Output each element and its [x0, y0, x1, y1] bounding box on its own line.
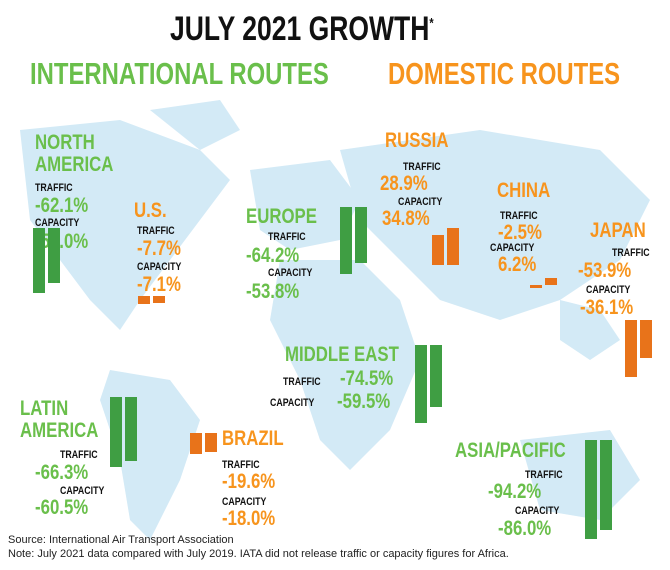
bar [110, 397, 122, 467]
traffic-value: -7.7% [137, 237, 181, 260]
region-name: JAPAN [590, 219, 646, 242]
bar [138, 296, 150, 305]
capacity-value: 6.2% [498, 253, 537, 276]
traffic-label: TRAFFIC [137, 225, 175, 237]
capacity-label: CAPACITY [137, 261, 182, 273]
capacity-value: -18.0% [222, 507, 276, 530]
title-text: JULY 2021 GROWTH [170, 10, 430, 48]
title-mark: * [429, 14, 434, 31]
capacity-value: -60.5% [35, 496, 89, 519]
capacity-value: -36.1% [580, 296, 634, 319]
capacity-value: -53.8% [246, 280, 300, 303]
bar [447, 228, 459, 265]
region-name: LATIN AMERICA [20, 397, 99, 443]
bar [205, 433, 217, 452]
traffic-value: -74.5% [340, 367, 394, 390]
traffic-value: -53.9% [578, 259, 632, 282]
traffic-label: TRAFFIC [35, 182, 73, 194]
bar [48, 228, 60, 283]
traffic-value: -19.6% [222, 470, 276, 493]
bar [545, 278, 557, 285]
traffic-value: -62.1% [35, 194, 89, 217]
bar [153, 296, 165, 304]
bar [600, 440, 612, 531]
region-name: ASIA/PACIFIC [455, 439, 566, 462]
traffic-value: -94.2% [488, 480, 542, 503]
capacity-label: CAPACITY [35, 217, 80, 229]
bar [33, 228, 45, 294]
legend-domestic: DOMESTIC ROUTES [388, 56, 621, 91]
capacity-label: CAPACITY [490, 242, 535, 254]
capacity-value: 34.8% [382, 207, 430, 230]
traffic-label: TRAFFIC [500, 210, 538, 222]
capacity-label: CAPACITY [586, 284, 631, 296]
bar [530, 285, 542, 288]
capacity-value: -86.0% [498, 517, 552, 540]
traffic-value: -64.2% [246, 244, 300, 267]
capacity-label: CAPACITY [60, 485, 105, 497]
region-name: RUSSIA [385, 129, 449, 152]
region-name: CHINA [497, 179, 551, 202]
bar [340, 207, 352, 275]
region-name: NORTH AMERICA [35, 131, 114, 177]
capacity-value: -59.5% [337, 390, 391, 413]
traffic-label: TRAFFIC [222, 459, 260, 471]
bar [125, 397, 137, 461]
legend-international: INTERNATIONAL ROUTES [30, 56, 329, 91]
capacity-label: CAPACITY [398, 196, 443, 208]
region-name: U.S. [134, 199, 167, 222]
region-name: EUROPE [246, 205, 317, 228]
bar [432, 234, 444, 265]
bar [415, 345, 427, 424]
note: Note: July 2021 data compared with July … [8, 548, 509, 560]
bar [585, 440, 597, 539]
traffic-label: TRAFFIC [612, 247, 650, 259]
capacity-label: CAPACITY [270, 397, 315, 409]
capacity-label: CAPACITY [515, 505, 560, 517]
traffic-label: TRAFFIC [403, 161, 441, 173]
traffic-label: TRAFFIC [268, 231, 306, 243]
bar [625, 320, 637, 377]
title: JULY 2021 GROWTH* [170, 12, 434, 46]
traffic-label: TRAFFIC [525, 469, 563, 481]
capacity-value: -7.1% [137, 273, 181, 296]
region-name: BRAZIL [222, 427, 284, 450]
capacity-label: CAPACITY [268, 267, 313, 279]
bar [640, 320, 652, 358]
bar [190, 433, 202, 454]
traffic-value: 28.9% [380, 172, 428, 195]
region-name: MIDDLE EAST [285, 343, 399, 366]
traffic-value: -2.5% [498, 221, 542, 244]
bar [355, 207, 367, 264]
traffic-label: TRAFFIC [60, 449, 98, 461]
bar [430, 345, 442, 408]
source: Source: International Air Transport Asso… [8, 534, 234, 546]
capacity-label: CAPACITY [222, 496, 267, 508]
traffic-value: -66.3% [35, 461, 89, 484]
traffic-label: TRAFFIC [283, 376, 321, 388]
